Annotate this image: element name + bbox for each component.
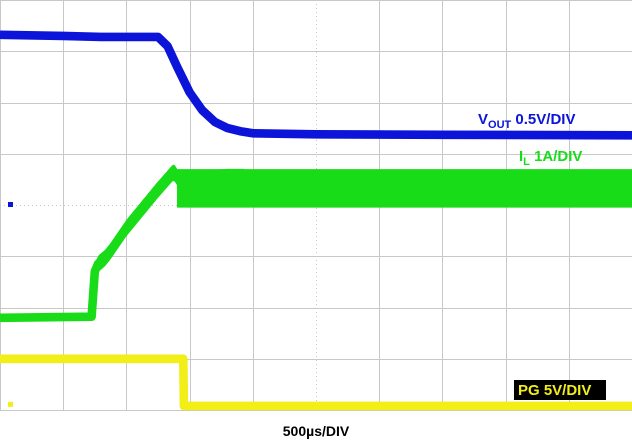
channel-markers (8, 202, 13, 407)
traces (0, 30, 632, 411)
pg-label-background (514, 380, 606, 400)
pg-trace (0, 354, 632, 411)
timebase-label: 500µs/DIV (282, 423, 350, 439)
il-trace-label: IL 1A/DIV (519, 148, 582, 168)
il-trace (0, 167, 632, 323)
vout-trace (0, 30, 632, 140)
vout-trace-label: VOUT 0.5V/DIV (478, 111, 575, 131)
oscilloscope-screen: VOUT 0.5V/DIV IL 1A/DIV PG 5V/DIV (0, 0, 632, 411)
pg-trace-label: PG 5V/DIV (518, 382, 591, 399)
vout-ground-marker (8, 202, 13, 207)
pg-ground-marker (8, 401, 13, 407)
